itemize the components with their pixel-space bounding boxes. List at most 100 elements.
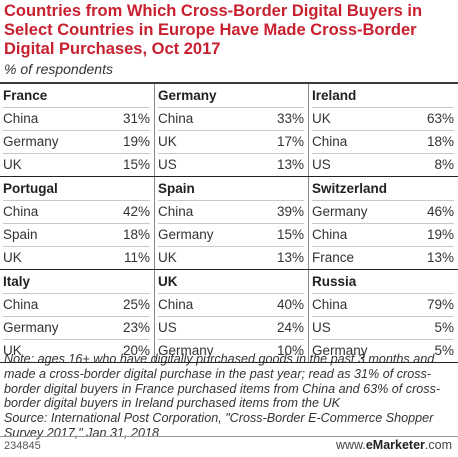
percent-value: 15% <box>122 157 150 172</box>
origin-country-label: Germany <box>158 227 214 242</box>
table-row: China 19% <box>312 223 454 246</box>
table-row: UK 11% <box>3 246 150 269</box>
origin-country-label: UK <box>3 157 22 172</box>
table-row: Germany 5% <box>312 339 454 362</box>
brand-name: eMarketer <box>365 438 425 452</box>
percent-value: 20% <box>122 343 150 358</box>
origin-country-label: UK <box>3 343 22 358</box>
table-row: UK 13% <box>158 246 304 269</box>
origin-country-label: China <box>312 134 348 149</box>
table-row: China 39% <box>158 200 304 223</box>
table-row: China 79% <box>312 293 454 316</box>
table-row: China 40% <box>158 293 304 316</box>
percent-value: 13% <box>276 157 304 172</box>
table-row: UK 63% <box>312 107 454 130</box>
table-row: Germany 46% <box>312 200 454 223</box>
percent-value: 13% <box>426 250 454 265</box>
percent-value: 42% <box>122 204 150 219</box>
percent-value: 40% <box>276 297 304 312</box>
percent-value: 46% <box>426 204 454 219</box>
origin-country-label: France <box>312 250 355 265</box>
origin-country-label: US <box>312 157 331 172</box>
origin-country-label: China <box>312 297 348 312</box>
table-row: Germany 19% <box>3 130 150 153</box>
country-column: Italy China 25% Germany 23% UK 20% <box>0 270 154 362</box>
country-column: Spain China 39% Germany 15% UK 13% <box>154 177 308 269</box>
table-row: US 24% <box>158 316 304 339</box>
table-row: US 5% <box>312 316 454 339</box>
country-heading: Spain <box>158 181 195 196</box>
percent-value: 17% <box>276 134 304 149</box>
country-band: Italy China 25% Germany 23% UK 20% UK China 40% US… <box>0 270 458 363</box>
origin-country-label: UK <box>312 111 331 126</box>
origin-country-label: UK <box>158 250 177 265</box>
country-column: France China 31% Germany 19% UK 15% <box>0 84 154 176</box>
percent-value: 24% <box>276 320 304 335</box>
table-row: US 13% <box>158 153 304 176</box>
origin-country-label: Germany <box>3 134 59 149</box>
country-band: France China 31% Germany 19% UK 15% Germany Chin… <box>0 84 458 177</box>
percent-value: 33% <box>276 111 304 126</box>
origin-country-label: China <box>3 204 39 219</box>
origin-country-label: Germany <box>312 204 368 219</box>
footer-divider <box>0 436 458 437</box>
country-heading: France <box>3 88 48 103</box>
country-column: Russia China 79% US 5% Germany 5% <box>308 270 458 362</box>
origin-country-label: Germany <box>312 343 368 358</box>
origin-country-label: China <box>3 111 39 126</box>
origin-country-label: UK <box>158 134 177 149</box>
table-row: China 31% <box>3 107 150 130</box>
table-row: China 33% <box>158 107 304 130</box>
origin-country-label: UK <box>3 250 22 265</box>
percent-value: 63% <box>426 111 454 126</box>
table-row: Spain 18% <box>3 223 150 246</box>
country-heading: Switzerland <box>312 181 388 196</box>
percent-value: 39% <box>276 204 304 219</box>
country-band: Portugal China 42% Spain 18% UK 11% Spain China 3… <box>0 177 458 270</box>
notes-block: Note: ages 16+ who have digitally purcha… <box>4 352 456 441</box>
percent-value: 5% <box>434 320 454 335</box>
note-text: Note: ages 16+ who have digitally purcha… <box>4 352 441 411</box>
percent-value: 31% <box>122 111 150 126</box>
percent-value: 19% <box>122 134 150 149</box>
table-row: UK 20% <box>3 339 150 362</box>
percent-value: 8% <box>434 157 454 172</box>
percent-value: 23% <box>122 320 150 335</box>
table-row: China 25% <box>3 293 150 316</box>
percent-value: 11% <box>123 250 150 265</box>
origin-country-label: China <box>158 111 194 126</box>
origin-country-label: China <box>158 204 194 219</box>
origin-country-label: US <box>158 320 177 335</box>
percent-value: 13% <box>276 250 304 265</box>
brand-prefix: www. <box>335 438 366 452</box>
percent-value: 19% <box>426 227 454 242</box>
country-table: France China 31% Germany 19% UK 15% Germany Chin… <box>0 82 458 363</box>
country-heading: Ireland <box>312 88 357 103</box>
table-row: France 13% <box>312 246 454 269</box>
origin-country-label: Germany <box>3 320 59 335</box>
country-heading: Russia <box>312 274 357 289</box>
brand-suffix: .com <box>424 438 452 452</box>
table-row: Germany 10% <box>158 339 304 362</box>
percent-value: 5% <box>434 343 454 358</box>
origin-country-label: China <box>3 297 39 312</box>
country-column: Germany China 33% UK 17% US 13% <box>154 84 308 176</box>
origin-country-label: US <box>158 157 177 172</box>
table-row: Germany 15% <box>158 223 304 246</box>
table-row: US 8% <box>312 153 454 176</box>
country-heading: Portugal <box>3 181 58 196</box>
chart-title: Countries from Which Cross-Border Digita… <box>4 2 423 58</box>
percent-value: 18% <box>426 134 454 149</box>
table-row: China 18% <box>312 130 454 153</box>
table-row: UK 15% <box>3 153 150 176</box>
origin-country-label: US <box>312 320 331 335</box>
country-heading: UK <box>158 274 178 289</box>
country-column: Switzerland Germany 46% China 19% France 13% <box>308 177 458 269</box>
percent-value: 10% <box>276 343 304 358</box>
percent-value: 18% <box>122 227 150 242</box>
chart-id: 234845 <box>4 440 41 452</box>
country-heading: Italy <box>3 274 31 289</box>
origin-country-label: China <box>158 297 194 312</box>
table-row: China 42% <box>3 200 150 223</box>
country-heading: Germany <box>158 88 217 103</box>
